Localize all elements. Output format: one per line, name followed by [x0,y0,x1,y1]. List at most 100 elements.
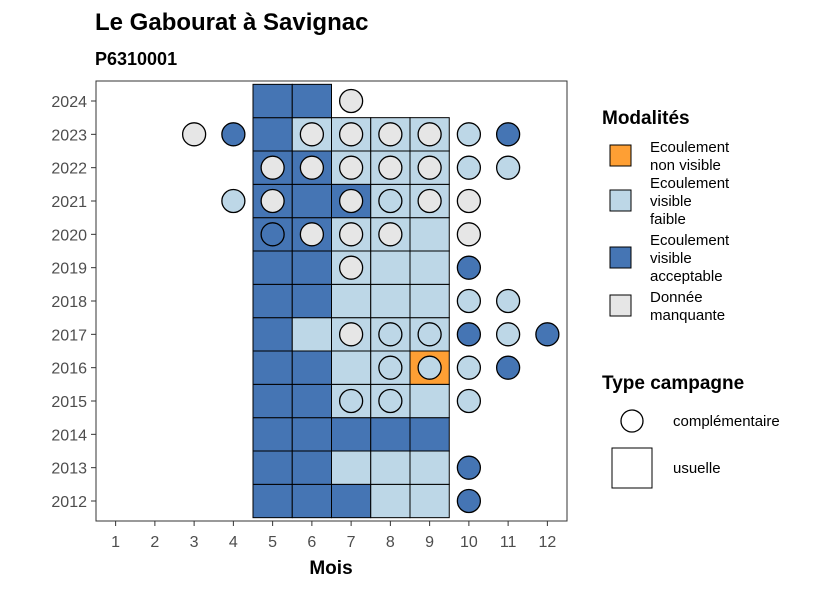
cell-2015-5 [252,383,293,419]
cell-2016-5 [252,350,293,385]
point-2020-8 [378,222,403,247]
cell-2018-8 [370,283,411,319]
y-tick-label-2015: 2015 [51,394,87,411]
y-tick-label-2020: 2020 [51,227,87,244]
cell-2016-7 [331,350,372,385]
point-2019-10 [456,255,482,280]
point-2020-6 [299,222,325,247]
point-2023-10 [456,122,482,147]
point-2022-10 [456,155,482,180]
y-tick-label-2013: 2013 [51,461,87,478]
point-2017-10 [456,322,482,347]
point-2024-7 [338,88,364,114]
point-2019-7 [338,255,364,280]
point-2017-12 [535,322,560,347]
point-2023-4 [221,122,246,147]
legend-campagne-title: Type campagne [602,373,744,394]
legend-label-circle: complémentaire [673,413,780,430]
cell-2019-9 [409,250,450,285]
point-2016-11 [495,355,521,380]
usuelle-cells [252,83,450,519]
point-2021-9 [417,188,442,214]
x-tick-label-3: 3 [190,534,199,551]
x-tick-label-4: 4 [229,534,238,551]
complementaire-points [181,88,560,514]
cell-2013-5 [252,450,293,485]
y-tick-label-2023: 2023 [51,127,87,144]
cell-2014-8 [370,417,411,452]
cell-2018-9 [409,283,450,319]
legend-label-faible: Ecoulement visible faible [650,175,730,228]
cell-2012-5 [252,483,293,519]
legend-label-square: usuelle [673,460,721,477]
cell-2015-9 [409,383,450,419]
y-tick-label-2019: 2019 [51,261,87,278]
point-2016-8 [378,355,403,380]
point-2017-11 [495,322,521,347]
point-2022-11 [495,155,521,180]
cell-2017-5 [252,317,293,352]
y-tick-label-2014: 2014 [51,427,87,444]
x-tick-label-12: 12 [538,534,556,551]
point-2023-6 [299,122,325,147]
legend-key-manquante [609,294,632,317]
point-2017-8 [378,322,403,347]
cell-2023-5 [252,117,293,152]
cell-2013-8 [370,450,411,485]
cell-2024-6 [291,83,332,119]
cell-2013-9 [409,450,450,485]
x-tick-label-10: 10 [460,534,478,551]
point-2015-10 [456,388,482,414]
y-axis: 2012 2013 2014 2015 2016 2017 2018 2019 2020 2021… [51,94,96,511]
cell-2019-6 [291,250,332,285]
x-axis: 1 2 3 4 5 6 7 8 9 10 11 12 [111,521,556,551]
point-2018-11 [495,288,521,314]
cell-2019-8 [370,250,411,285]
point-2023-9 [417,122,442,147]
point-2020-10 [456,222,482,247]
legend-key-non_visible [609,144,632,167]
cell-2020-9 [409,217,450,252]
x-tick-label-2: 2 [150,534,159,551]
cell-2014-6 [291,417,332,452]
point-2016-9 [417,355,442,380]
cell-2015-6 [291,383,332,419]
point-2017-7 [338,322,364,347]
point-2021-8 [378,188,403,214]
point-2022-5 [260,155,285,180]
legend-label-manquante: Donnée manquante [650,289,725,324]
cell-2018-6 [291,283,332,319]
point-2023-7 [338,122,364,147]
point-2023-3 [181,122,207,147]
point-2021-10 [456,188,482,214]
cell-2018-7 [331,283,372,319]
legend-modalites-title: Modalités [602,108,690,129]
cell-2012-6 [291,483,332,519]
point-2020-5 [260,222,285,247]
legend-key-faible [609,189,632,212]
point-2016-10 [456,355,482,380]
x-tick-label-5: 5 [268,534,277,551]
cell-2012-7 [331,483,372,519]
cell-2014-7 [331,417,372,452]
legend-label-non_visible: Ecoulement non visible [650,139,730,174]
x-tick-label-9: 9 [425,534,434,551]
point-2022-8 [378,155,403,180]
point-2023-8 [378,122,403,147]
cell-2013-6 [291,450,332,485]
point-2021-7 [338,188,364,214]
x-axis-title: Mois [309,558,352,579]
point-2022-9 [417,155,442,180]
cell-2019-5 [252,250,293,285]
cell-2018-5 [252,283,293,319]
legend-key-square [611,447,653,489]
cell-2012-8 [370,483,411,519]
y-tick-label-2016: 2016 [51,361,87,378]
point-2018-10 [456,288,482,314]
cell-2014-9 [409,417,450,452]
point-2022-7 [338,155,364,180]
y-tick-label-2021: 2021 [51,194,87,211]
chart-subtitle: P6310001 [95,49,177,69]
point-2015-7 [338,388,364,414]
